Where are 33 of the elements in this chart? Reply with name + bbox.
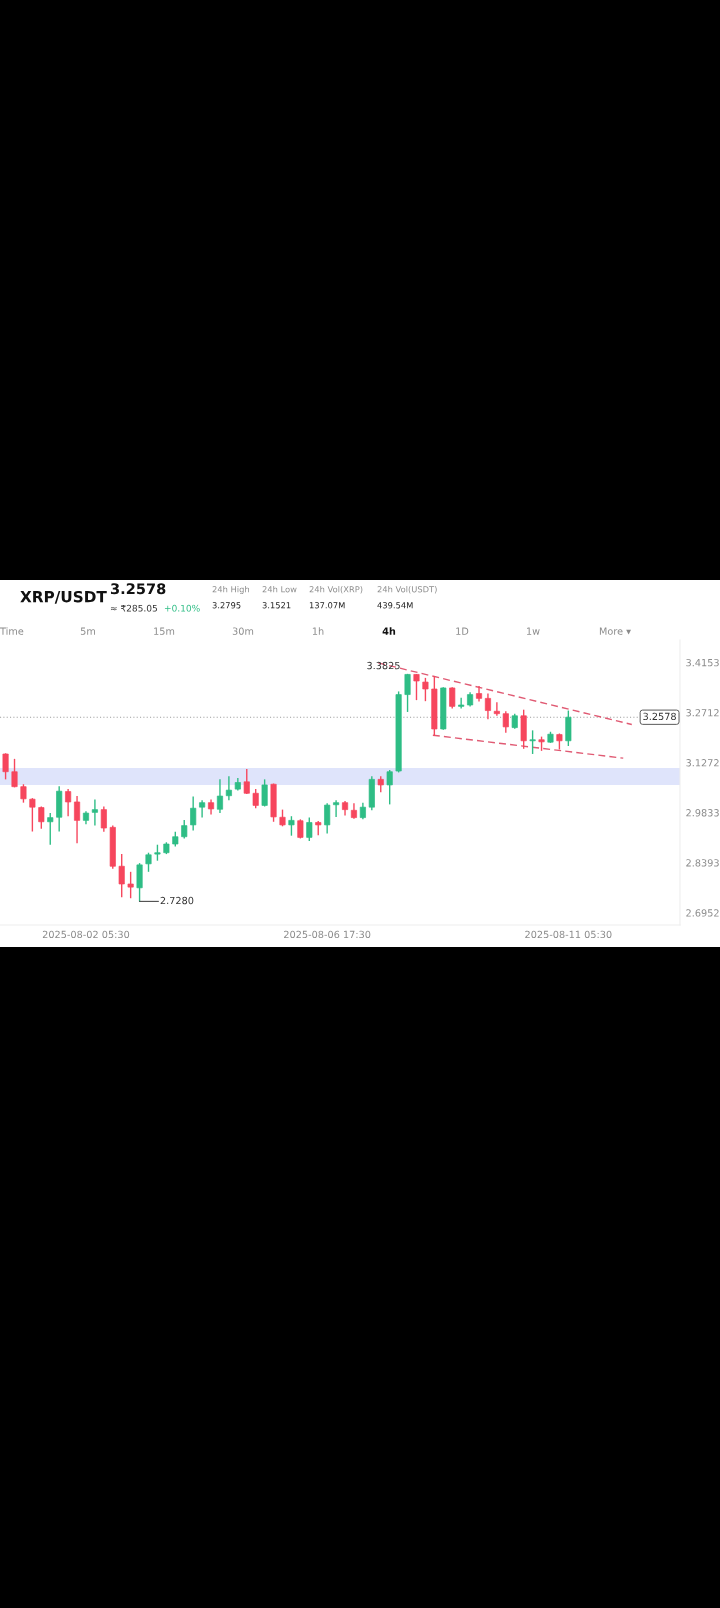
text: 15m bbox=[154, 627, 175, 635]
text: 3.1521 bbox=[262, 602, 291, 609]
text: More ▾ bbox=[599, 627, 631, 635]
text: 439.54M bbox=[377, 602, 413, 609]
annotation: 2.7280 bbox=[160, 896, 194, 905]
text: 30m bbox=[232, 627, 254, 635]
y-tick-label: 2.6952 bbox=[686, 909, 719, 917]
text: 5m bbox=[80, 627, 95, 635]
text: 1h bbox=[312, 627, 324, 635]
text: 24h Low bbox=[262, 585, 297, 593]
text: 3.2795 bbox=[212, 602, 241, 609]
text: 4h bbox=[382, 627, 396, 635]
text: 24h High bbox=[212, 585, 249, 595]
annotation: 3.3825 bbox=[367, 661, 400, 670]
text: +0.10% bbox=[164, 604, 200, 612]
y-tick-label: 2.9833 bbox=[686, 809, 719, 817]
chart-title: XRP/USDT bbox=[20, 590, 107, 604]
text: 137.07M bbox=[309, 602, 345, 609]
text: Time bbox=[0, 627, 24, 635]
y-tick-label: 3.4153 bbox=[686, 658, 719, 667]
text: 24h Vol(USDT) bbox=[377, 585, 437, 594]
text: ≈ ₹285.05 bbox=[110, 604, 157, 612]
y-tick-label: 3.1272 bbox=[686, 759, 719, 767]
text: 3.2578 bbox=[110, 583, 166, 595]
text: 1w bbox=[527, 627, 540, 635]
text: 24h Vol(XRP) bbox=[309, 585, 363, 594]
x-tick-label: 2025-08-11 05:30 bbox=[525, 930, 612, 939]
x-tick-label: 2025-08-02 05:30 bbox=[42, 930, 130, 939]
y-tick-label: 2.8393 bbox=[686, 859, 719, 867]
y-tick-label: 3.2712 bbox=[686, 709, 719, 717]
ref-line-label: 3.2578 bbox=[643, 712, 676, 721]
text: 1D bbox=[456, 627, 469, 635]
x-tick-label: 2025-08-06 17:30 bbox=[284, 930, 371, 939]
